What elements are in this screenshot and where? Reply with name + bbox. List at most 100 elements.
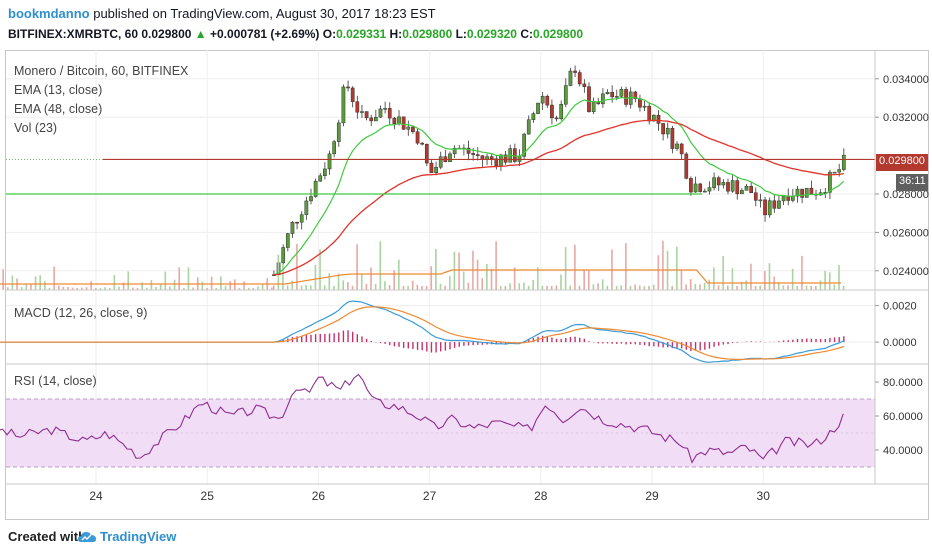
- volume-bar: [425, 285, 428, 290]
- candle-body: [295, 221, 299, 224]
- candle-body: [429, 162, 434, 174]
- rsi-legend: RSI (14, close): [14, 372, 97, 391]
- volume-bar: [282, 264, 284, 290]
- volume-bar: [703, 282, 706, 290]
- volume-bar: [127, 271, 130, 290]
- candle-body: [531, 113, 536, 120]
- header: bookmdanno published on TradingView.com,…: [0, 0, 932, 48]
- volume-bar: [145, 287, 148, 290]
- volume-bar: [132, 287, 134, 290]
- candle-body: [336, 122, 341, 142]
- volume-bar: [574, 244, 576, 290]
- volume-bar: [740, 281, 743, 290]
- candle-body: [369, 117, 374, 122]
- volume-bar: [560, 274, 562, 290]
- chart-canvas[interactable]: 24 25 26 27 28 29 30 0.024000 0.026000 0.028000 0.…: [0, 0, 932, 520]
- candle-body: [281, 247, 286, 264]
- candle-body: [735, 180, 740, 195]
- volume-bar: [481, 278, 484, 290]
- candle-body: [285, 233, 290, 248]
- volume-bar: [736, 285, 738, 290]
- volume-bar: [351, 285, 354, 290]
- legend-ema48: EMA (48, close): [14, 102, 103, 116]
- tradingview-brand: TradingView: [100, 529, 177, 544]
- candle-body: [601, 93, 605, 105]
- candle-body: [777, 200, 781, 209]
- candle-body: [642, 105, 647, 108]
- volume-bar: [44, 280, 46, 290]
- volume-bar: [150, 280, 153, 290]
- close-value: 0.029800: [533, 27, 584, 41]
- x-tick-label: 29: [645, 489, 659, 503]
- volume-bar: [187, 267, 190, 290]
- volume-bar: [2, 269, 4, 290]
- author-link[interactable]: bookmdanno: [8, 6, 90, 21]
- volume-bar: [136, 287, 139, 290]
- volume-bar: [416, 284, 419, 290]
- volume-bar: [569, 285, 572, 290]
- y-tick-label: 0.024000: [883, 266, 929, 278]
- volume-bar: [76, 287, 79, 290]
- volume-bar: [360, 273, 363, 290]
- volume-bar: [257, 286, 259, 290]
- volume-bar: [782, 285, 785, 290]
- candle-body: [411, 126, 415, 132]
- y-tick-label: 60.0000: [883, 411, 923, 423]
- volume-bar: [328, 273, 331, 290]
- candle-body: [832, 171, 837, 174]
- candle-body: [318, 175, 323, 182]
- volume-bar: [439, 283, 442, 290]
- volume-bar: [402, 285, 405, 290]
- volume-bar: [277, 254, 280, 290]
- candle-body: [540, 95, 545, 104]
- volume-bar: [555, 285, 558, 290]
- candles: [272, 65, 846, 276]
- volume-bar: [634, 284, 636, 290]
- candle-body: [374, 116, 378, 122]
- volume-bar: [95, 287, 97, 290]
- volume-bar: [750, 263, 752, 290]
- volume-bar: [689, 279, 692, 290]
- candle-body: [392, 117, 397, 125]
- y-tick-label: 40.0000: [883, 445, 923, 457]
- candle-body: [614, 96, 619, 98]
- candle-body: [702, 190, 707, 193]
- ema13-line: [273, 96, 845, 276]
- volume-bar: [805, 285, 808, 290]
- candle-body: [837, 169, 842, 173]
- x-tick-label: 26: [312, 489, 326, 503]
- volume-bar: [787, 285, 789, 290]
- candle-body: [545, 95, 550, 106]
- volume-bar: [192, 287, 194, 290]
- candle-body: [563, 85, 568, 105]
- candle-body: [721, 182, 726, 186]
- volume-bar: [71, 287, 74, 290]
- volume-bar: [592, 284, 595, 290]
- candle-body: [448, 153, 452, 162]
- volume-bar: [694, 283, 697, 290]
- tradingview-logo[interactable]: TradingView: [78, 529, 176, 544]
- candle-body: [781, 195, 786, 202]
- candle-body: [684, 153, 689, 179]
- volume-bar: [206, 287, 208, 290]
- volume-bar: [30, 284, 32, 290]
- last-price-badge: 0.029800: [876, 154, 928, 171]
- open-label: O:: [322, 27, 337, 41]
- candle-body: [689, 178, 693, 193]
- volume-bar: [314, 264, 317, 290]
- candle-body: [767, 200, 772, 216]
- candle-body: [360, 111, 364, 113]
- candle-body: [424, 143, 429, 164]
- chart-area[interactable]: [5, 50, 929, 520]
- candle-body: [638, 98, 642, 108]
- candle-body: [452, 147, 457, 155]
- candle-body: [804, 187, 809, 198]
- volume-bar: [685, 284, 687, 290]
- high-label: H:: [389, 27, 403, 41]
- legend-macd: MACD (12, 26, close, 9): [14, 306, 148, 320]
- candle-body: [707, 187, 712, 192]
- candle-body: [401, 116, 406, 130]
- volume-bar: [85, 287, 88, 290]
- volume-bar: [838, 264, 840, 290]
- volume-bar: [476, 259, 479, 290]
